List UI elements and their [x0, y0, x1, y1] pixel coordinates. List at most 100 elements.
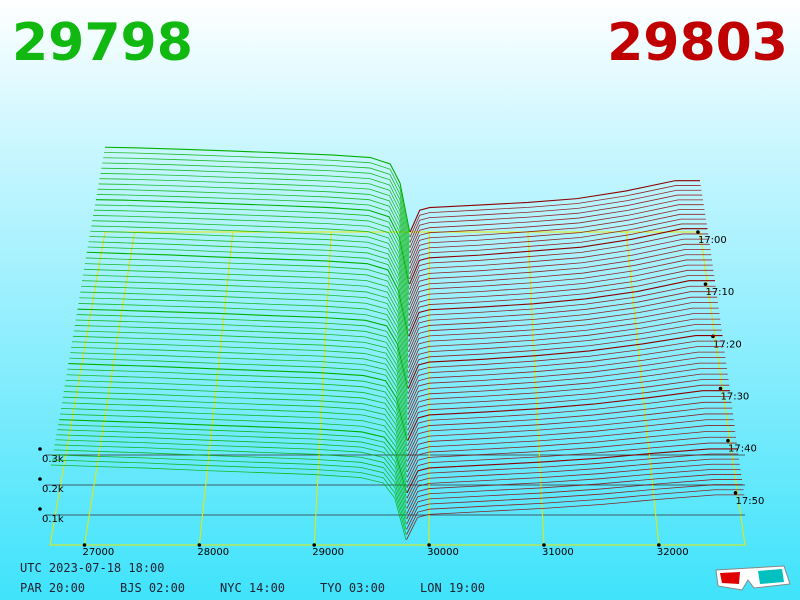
interpolated-layer: [54, 444, 407, 520]
interpolated-layer: [406, 458, 739, 504]
price-tick: [197, 543, 202, 547]
interpolated-layer: [408, 285, 716, 342]
interpolated-layer: [407, 340, 724, 394]
depth-layer: [86, 251, 409, 337]
utc-time: UTC 2023-07-18 18:00: [20, 561, 165, 575]
price-grid-line: [198, 231, 234, 546]
time-tick: [696, 230, 700, 234]
interpolated-layer: [79, 297, 409, 379]
interpolated-layer: [83, 268, 409, 353]
price-grid-line: [625, 231, 660, 546]
price-tick-label: 28000: [197, 547, 229, 558]
interpolated-layer: [407, 413, 733, 462]
time-tick-label: 17:30: [720, 392, 749, 403]
price-grid-line: [83, 231, 136, 546]
interpolated-layer: [407, 401, 732, 452]
interpolated-layer: [96, 194, 410, 280]
interpolated-layer: [88, 241, 409, 326]
time-tick-label: 17:20: [713, 339, 742, 350]
interpolated-layer: [409, 218, 706, 274]
depth-layer: [409, 228, 708, 285]
3d-glasses-icon: [715, 565, 791, 591]
interpolated-layer: [60, 413, 407, 488]
ask-price: 29803: [607, 13, 788, 73]
interpolated-layer: [75, 319, 409, 400]
interpolated-layer: [73, 330, 408, 410]
interpolated-layer: [83, 274, 409, 358]
interpolated-layer: [409, 199, 703, 254]
interpolated-layer: [58, 424, 407, 499]
interpolated-layer: [409, 238, 709, 295]
interpolated-layer: [64, 385, 408, 462]
interpolated-layer: [90, 230, 410, 316]
depth-layer: [409, 180, 700, 233]
price-tick: [82, 543, 87, 547]
interpolated-layer: [407, 407, 733, 457]
interpolated-layer: [408, 254, 712, 311]
depth-layer: [68, 363, 408, 441]
interpolated-layer: [406, 425, 735, 473]
interpolated-layer: [76, 314, 409, 394]
interpolated-layer: [102, 162, 410, 248]
interpolated-layer: [408, 329, 722, 384]
interpolated-layer: [57, 429, 407, 504]
interpolated-layer: [98, 183, 410, 269]
depth-layer: [77, 308, 409, 389]
interpolated-layer: [406, 463, 740, 509]
time-tick-label: 17:10: [705, 287, 734, 298]
interpolated-layer: [406, 489, 744, 535]
bid-price: 29798: [12, 13, 193, 73]
interpolated-layer: [406, 474, 742, 520]
time-tick: [733, 491, 738, 495]
time-tick: [703, 282, 708, 286]
interpolated-layer: [406, 484, 743, 530]
price-tick: [542, 543, 546, 547]
city-time: LON 19:00: [420, 581, 485, 595]
interpolated-layer: [407, 368, 727, 420]
interpolated-layer: [62, 396, 408, 473]
interpolated-layer: [91, 225, 410, 311]
interpolated-layer: [85, 257, 409, 342]
interpolated-layer: [406, 436, 736, 483]
interpolated-layer: [72, 341, 408, 420]
interpolated-layer: [406, 494, 745, 540]
interpolated-layer: [81, 285, 409, 368]
interpolated-layer: [406, 453, 739, 499]
interpolated-layer: [407, 373, 728, 426]
interpolated-layer: [92, 220, 410, 306]
interpolated-layer: [406, 442, 737, 488]
price-tick: [427, 543, 431, 547]
interpolated-layer: [408, 264, 713, 321]
interpolated-layer: [52, 454, 407, 530]
interpolated-layer: [99, 178, 410, 264]
interpolated-layer: [409, 233, 709, 290]
depth-layer: [105, 146, 411, 233]
interpolated-layer: [55, 439, 407, 514]
time-tick: [726, 438, 730, 443]
interpolated-layer: [409, 194, 703, 248]
time-tick-label: 17:50: [735, 496, 764, 507]
interpolated-layer: [56, 434, 407, 509]
interpolated-layer: [72, 335, 408, 415]
interpolated-layer: [104, 152, 411, 238]
interpolated-layer: [87, 246, 409, 332]
interpolated-layer: [100, 173, 410, 259]
interpolated-layer: [408, 291, 717, 347]
interpolated-layer: [408, 302, 718, 358]
interpolated-layer: [94, 204, 410, 290]
interpolated-layer: [406, 431, 736, 478]
interpolated-layer: [408, 318, 721, 374]
interpolated-layer: [409, 189, 702, 243]
plot: 0.1k 0.2k 0.3k 27000 28000 29000 30000 31000 320…: [38, 146, 764, 558]
city-times: PAR 20:00 BJS 02:00 NYC 14:00 TYO 03:00 LON …: [20, 581, 485, 595]
interpolated-layer: [408, 307, 719, 363]
depth-layer: [95, 199, 410, 285]
interpolated-layer: [408, 259, 712, 316]
interpolated-layer: [63, 391, 408, 467]
interpolated-layer: [408, 243, 710, 300]
interpolated-layer: [67, 368, 408, 446]
interpolated-layer: [84, 263, 409, 347]
interpolated-layer: [103, 157, 410, 243]
depth-layer: [59, 419, 408, 493]
interpolated-layer: [97, 188, 410, 274]
